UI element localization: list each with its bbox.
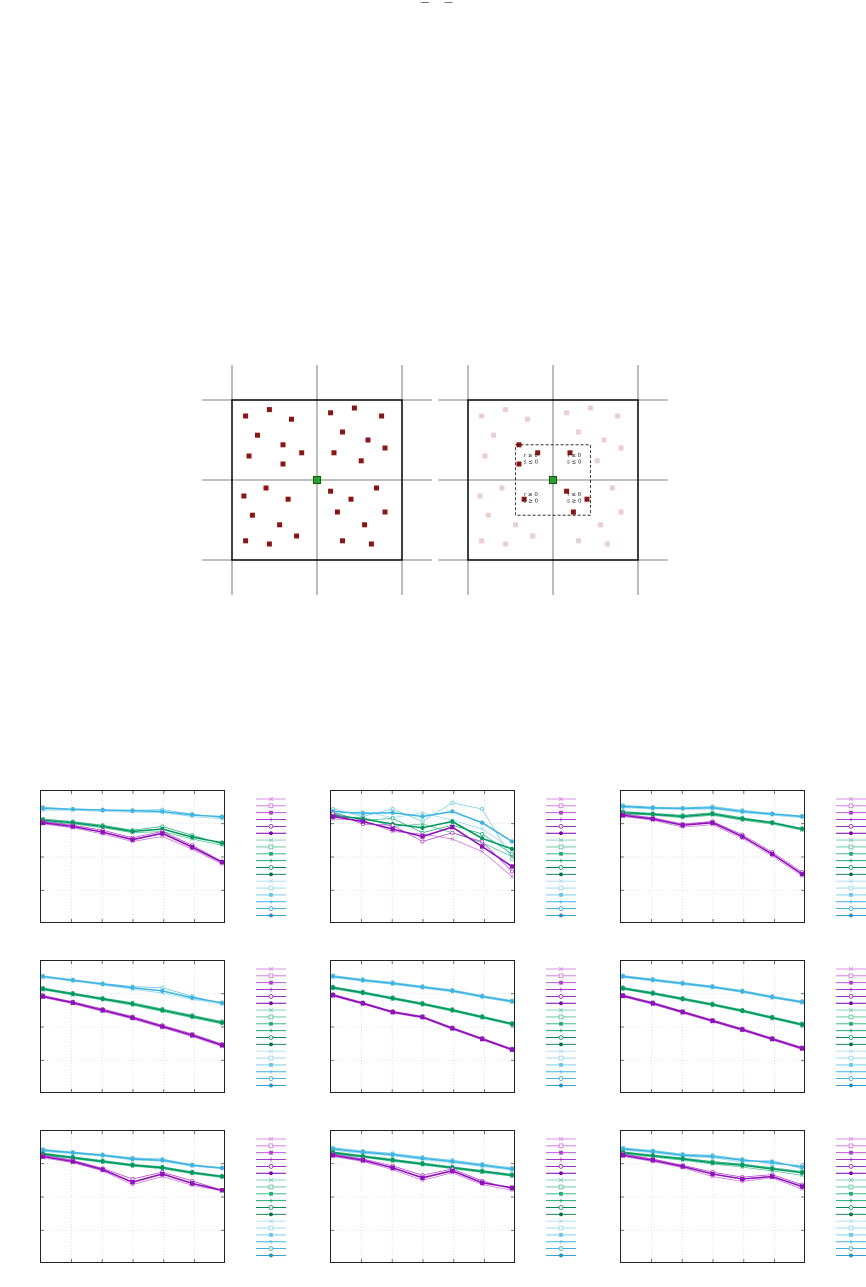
legend-r3c2 (546, 1136, 576, 1258)
legend-r2c3 (836, 966, 866, 1088)
chart-panel-r3c3 (620, 1130, 805, 1263)
quadrant-scatter-unfolded (202, 365, 432, 595)
legend-r2c1 (256, 966, 286, 1088)
legend-r1c2 (546, 796, 576, 918)
chart-panel-r3c2 (330, 1130, 515, 1263)
legend-r3c1 (256, 1136, 286, 1258)
chart-panel-r1c1 (40, 790, 225, 923)
legend-r1c1 (256, 796, 286, 918)
legend-r2c2 (546, 966, 576, 1088)
legend-r3c3 (836, 1136, 866, 1258)
chart-panel-r2c1 (40, 960, 225, 1093)
chart-panel-r3c1 (40, 1130, 225, 1263)
cropped-text-fragment: _ _ (421, 0, 453, 4)
legend-r1c3 (836, 796, 866, 918)
chart-panel-r1c2 (330, 790, 515, 923)
chart-panel-r1c3 (620, 790, 805, 923)
chart-panel-r2c2 (330, 960, 515, 1093)
chart-panel-r2c3 (620, 960, 805, 1093)
